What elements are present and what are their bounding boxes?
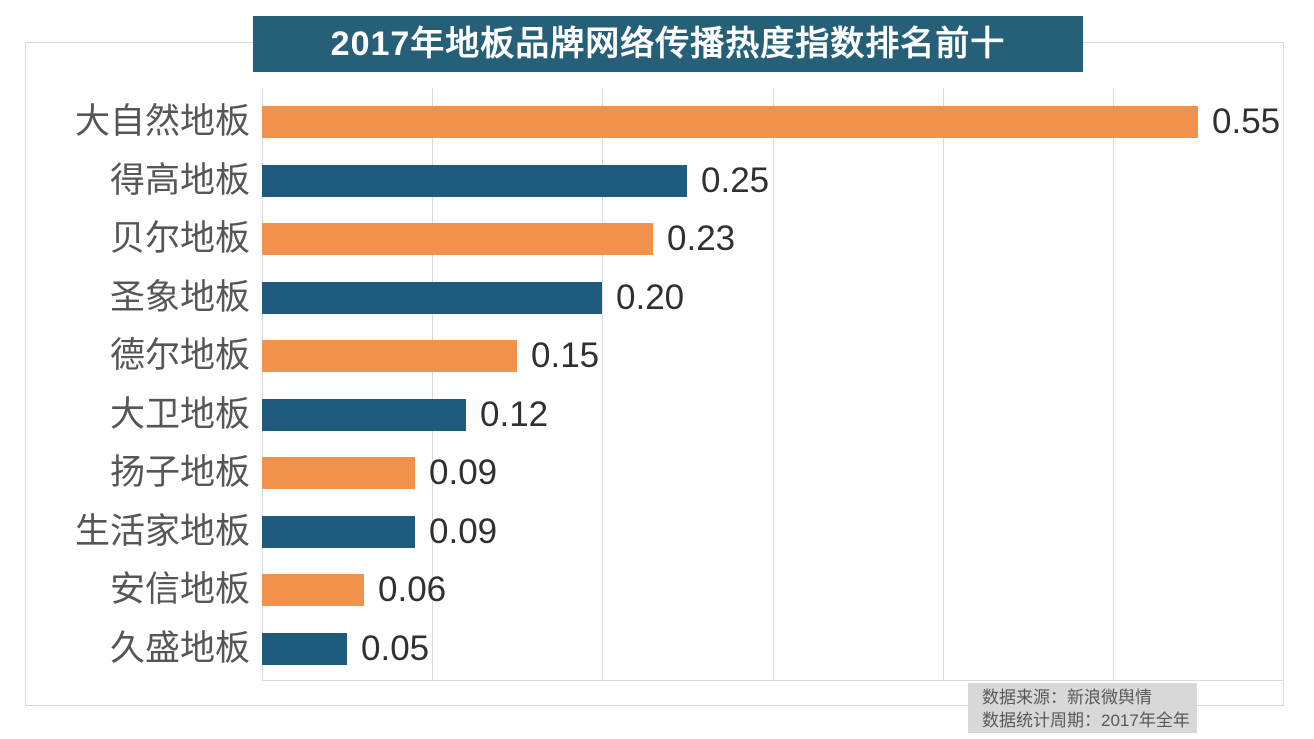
page-title: 2017年地板品牌网络传播热度指数排名前十 bbox=[253, 16, 1083, 72]
bar-row: 扬子地板 0.09 bbox=[0, 451, 1314, 495]
bar bbox=[262, 398, 466, 431]
gridline bbox=[262, 88, 263, 680]
gridline bbox=[602, 88, 603, 680]
bar bbox=[262, 164, 687, 197]
bar-row: 久盛地板 0.05 bbox=[0, 627, 1314, 671]
gridline bbox=[1113, 88, 1114, 680]
category-label: 久盛地板 bbox=[109, 628, 250, 668]
bar-row: 德尔地板 0.15 bbox=[0, 334, 1314, 378]
category-label: 安信地板 bbox=[109, 570, 250, 610]
value-label: 0.20 bbox=[616, 277, 685, 317]
value-label: 0.09 bbox=[429, 453, 498, 493]
bar-row: 贝尔地板 0.23 bbox=[0, 217, 1314, 261]
bar-row: 大卫地板 0.12 bbox=[0, 393, 1314, 437]
bar bbox=[262, 457, 415, 490]
source-line: 数据来源：新浪微舆情 bbox=[982, 688, 1152, 707]
bar-row: 大自然地板 0.55 bbox=[0, 100, 1314, 144]
category-label: 德尔地板 bbox=[109, 336, 250, 376]
category-label: 圣象地板 bbox=[109, 277, 250, 317]
bar-row: 圣象地板 0.20 bbox=[0, 276, 1314, 320]
bar-row: 生活家地板 0.09 bbox=[0, 510, 1314, 554]
value-label: 0.12 bbox=[480, 394, 549, 434]
value-label: 0.55 bbox=[1212, 102, 1281, 141]
value-label: 0.15 bbox=[531, 336, 600, 376]
value-label: 0.09 bbox=[429, 511, 498, 551]
bar bbox=[262, 574, 364, 607]
value-label: 0.05 bbox=[361, 628, 430, 668]
gridline bbox=[432, 88, 433, 680]
bar bbox=[262, 340, 517, 373]
source-note: 数据来源：新浪微舆情 数据统计周期：2017年全年 bbox=[968, 683, 1197, 733]
category-label: 贝尔地板 bbox=[109, 219, 250, 259]
category-label: 生活家地板 bbox=[74, 511, 250, 551]
category-label: 大卫地板 bbox=[109, 394, 250, 434]
value-label: 0.23 bbox=[667, 219, 736, 259]
value-label: 0.25 bbox=[701, 160, 770, 200]
gridline bbox=[1283, 88, 1284, 680]
x-axis-line bbox=[262, 680, 1284, 681]
gridline bbox=[773, 88, 774, 680]
bar bbox=[262, 106, 1198, 138]
gridline bbox=[943, 88, 944, 680]
bar-row: 安信地板 0.06 bbox=[0, 568, 1314, 612]
period-line: 数据统计周期：2017年全年 bbox=[982, 711, 1190, 730]
category-label: 大自然地板 bbox=[74, 102, 250, 141]
value-label: 0.06 bbox=[378, 570, 447, 610]
bar bbox=[262, 281, 602, 314]
category-label: 扬子地板 bbox=[109, 453, 250, 493]
bar bbox=[262, 632, 347, 665]
bar-row: 得高地板 0.25 bbox=[0, 159, 1314, 203]
bar bbox=[262, 515, 415, 548]
bar bbox=[262, 223, 653, 256]
category-label: 得高地板 bbox=[109, 160, 250, 200]
